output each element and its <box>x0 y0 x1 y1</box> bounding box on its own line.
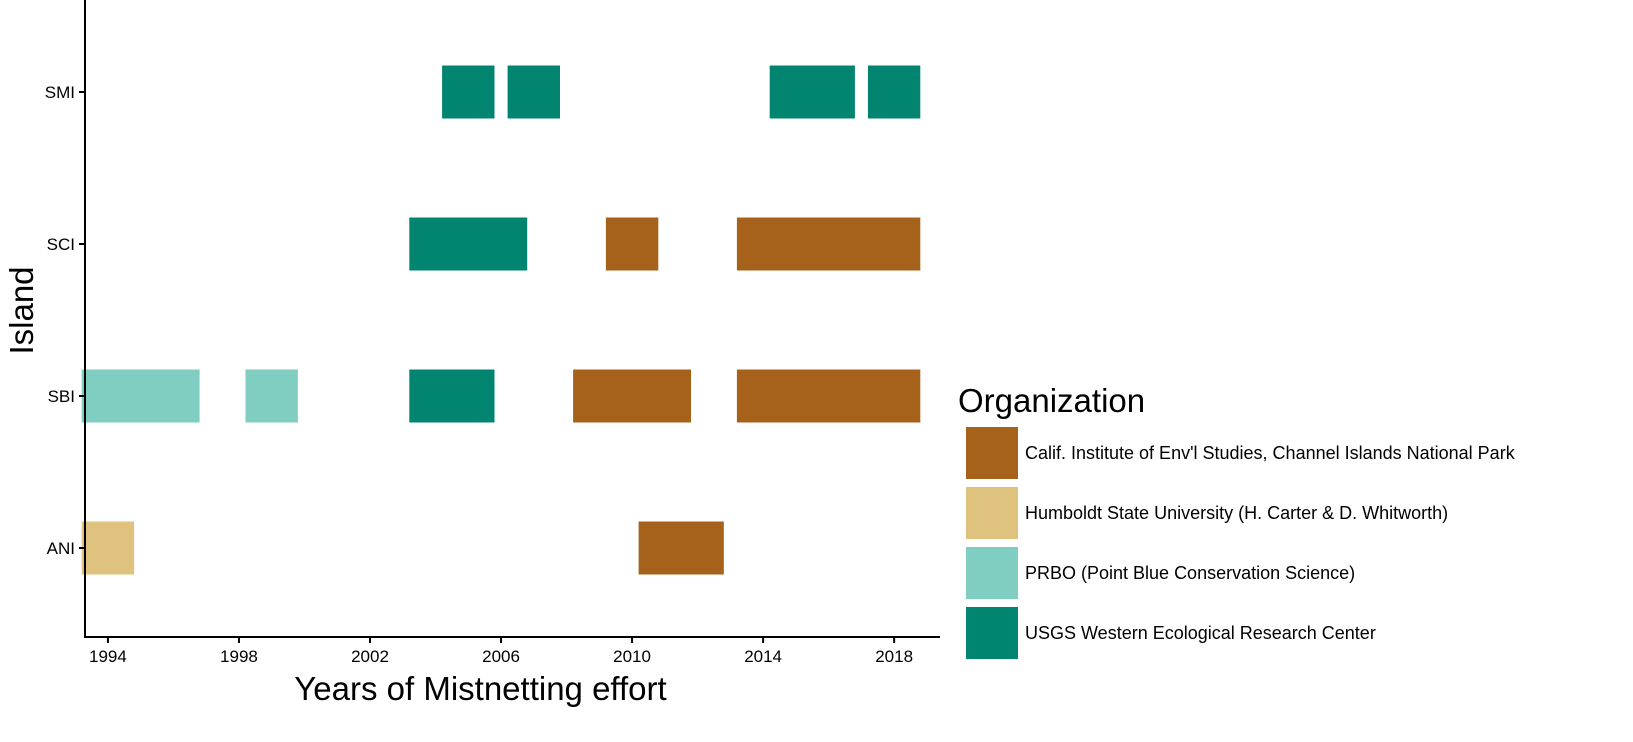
bar-sbi-cies <box>736 369 921 423</box>
x-axis-title: Years of Mistnetting effort <box>294 670 666 707</box>
bar-smi-usgs <box>769 65 855 119</box>
legend-label-hsu: Humboldt State University (H. Carter & D… <box>1025 503 1448 523</box>
legend-key-prbo <box>966 547 1018 599</box>
x-tick-label-2006: 2006 <box>482 647 520 666</box>
bar-sbi-usgs <box>409 369 495 423</box>
y-axis-title: Island <box>3 266 40 354</box>
bar-sbi-cies <box>573 369 691 423</box>
bar-smi-usgs <box>867 65 921 119</box>
bar-ani-cies <box>638 521 724 575</box>
bar-sci-cies <box>605 217 659 271</box>
y-tick-label-smi: SMI <box>45 83 75 102</box>
x-axis-ticks: 1994 1998 2002 2006 2010 2014 2018 <box>89 637 913 666</box>
legend-title: Organization <box>958 382 1145 419</box>
y-axis-ticks: SMI SCI SBI ANI <box>45 83 85 558</box>
legend-label-cies: Calif. Institute of Env'l Studies, Chann… <box>1025 443 1516 463</box>
x-tick-label-1994: 1994 <box>89 647 127 666</box>
legend-key-hsu <box>966 487 1018 539</box>
x-tick-label-1998: 1998 <box>220 647 258 666</box>
legend-label-prbo: PRBO (Point Blue Conservation Science) <box>1025 563 1355 583</box>
y-tick-label-sbi: SBI <box>48 387 75 406</box>
y-tick-label-ani: ANI <box>47 539 75 558</box>
x-tick-label-2018: 2018 <box>875 647 913 666</box>
x-tick-label-2002: 2002 <box>351 647 389 666</box>
legend-key-usgs <box>966 607 1018 659</box>
bar-smi-usgs <box>507 65 560 119</box>
legend: Organization Calif. Institute of Env'l S… <box>958 382 1516 659</box>
bar-ani-hsu <box>81 521 135 575</box>
bar-sci-usgs <box>409 217 528 271</box>
legend-label-usgs: USGS Western Ecological Research Center <box>1025 623 1376 643</box>
x-tick-label-2014: 2014 <box>744 647 782 666</box>
chart-bars <box>81 65 921 575</box>
legend-key-cies <box>966 427 1018 479</box>
y-tick-label-sci: SCI <box>47 235 75 254</box>
bar-sbi-prbo <box>81 369 200 423</box>
bar-sci-cies <box>736 217 921 271</box>
bar-smi-usgs <box>442 65 495 119</box>
x-tick-label-2010: 2010 <box>613 647 651 666</box>
bar-sbi-prbo <box>245 369 298 423</box>
chart-axes <box>84 0 940 638</box>
